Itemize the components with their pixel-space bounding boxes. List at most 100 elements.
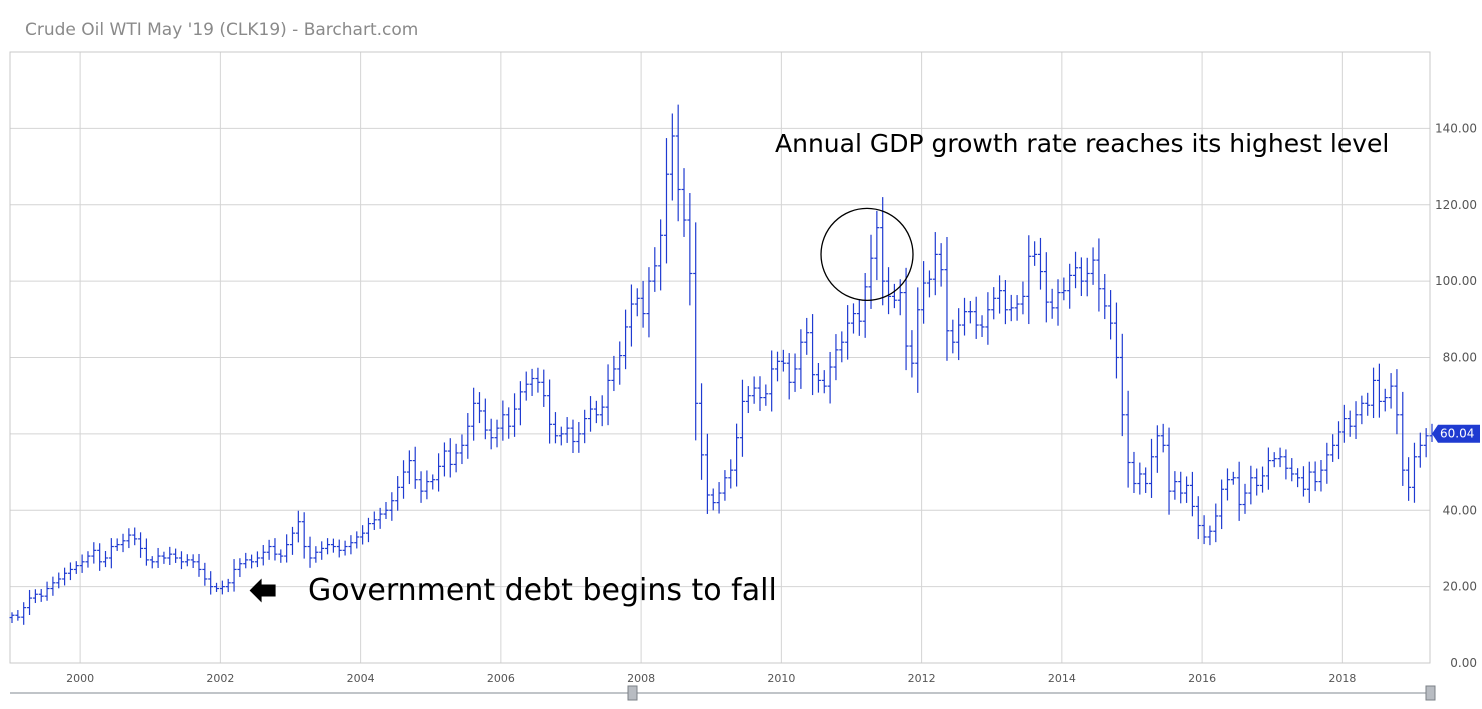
ohlc-bar bbox=[1271, 452, 1277, 468]
ohlc-bar bbox=[915, 287, 921, 393]
ohlc-bar bbox=[1411, 442, 1417, 503]
ohlc-bar bbox=[383, 501, 389, 519]
ohlc-bar bbox=[564, 417, 570, 443]
ohlc-bar bbox=[1102, 273, 1108, 320]
x-gridlines bbox=[79, 52, 1343, 663]
ohlc-bar bbox=[1394, 369, 1400, 435]
ohlc-bar bbox=[1201, 515, 1207, 545]
ohlc-bar bbox=[921, 261, 927, 324]
ohlc-bar bbox=[465, 413, 471, 459]
ohlc-bar bbox=[1043, 252, 1049, 323]
ohlc-bar bbox=[184, 554, 190, 567]
peak-highlight-circle bbox=[820, 207, 914, 302]
ohlc-bar bbox=[50, 576, 56, 596]
ohlc-bar bbox=[529, 368, 535, 396]
ohlc-bar bbox=[1026, 235, 1032, 325]
y-axis-labels: 0.0020.0040.0060.0080.00100.00120.00140.… bbox=[1435, 121, 1477, 670]
ohlc-bar bbox=[886, 267, 892, 315]
ohlc-bar bbox=[284, 534, 290, 563]
ohlc-bar bbox=[1265, 447, 1271, 490]
ohlc-bar bbox=[1178, 471, 1184, 504]
ohlc-bar bbox=[1154, 425, 1160, 473]
x-tick-label: 2016 bbox=[1188, 672, 1216, 685]
ohlc-bar bbox=[1353, 401, 1359, 439]
ohlc-bar bbox=[1406, 457, 1412, 501]
ohlc-bar bbox=[1096, 238, 1102, 312]
ohlc-bar bbox=[1207, 525, 1213, 546]
ohlc-bar bbox=[962, 297, 968, 336]
ohlc-bar bbox=[745, 386, 751, 414]
ohlc-bar bbox=[482, 398, 488, 440]
ohlc-bar bbox=[1055, 279, 1061, 326]
ohlc-bar bbox=[301, 512, 307, 559]
ohlc-bar bbox=[1143, 467, 1149, 493]
ohlc-bar bbox=[354, 531, 360, 549]
ohlc-bar bbox=[739, 379, 745, 457]
ohlc-bar bbox=[418, 471, 424, 503]
ohlc-bar bbox=[821, 370, 827, 394]
ohlc-bar bbox=[588, 396, 594, 432]
ohlc-bar bbox=[646, 267, 652, 338]
ohlc-bar bbox=[710, 488, 716, 511]
y-tick-label: 40.00 bbox=[1443, 503, 1477, 517]
ohlc-bar bbox=[56, 572, 62, 589]
ohlc-bar bbox=[839, 331, 845, 363]
ohlc-bar bbox=[1137, 462, 1143, 495]
ohlc-bar bbox=[1324, 442, 1330, 484]
ohlc-bar bbox=[371, 511, 377, 530]
ohlc-bar bbox=[868, 234, 874, 309]
y-gridlines bbox=[10, 127, 1430, 664]
ohlc-bar bbox=[1254, 468, 1260, 496]
ohlc-bar bbox=[27, 589, 33, 615]
ohlc-bar bbox=[1160, 423, 1166, 453]
ohlc-bar bbox=[517, 381, 523, 426]
ohlc-bar bbox=[97, 543, 103, 571]
ohlc-bar bbox=[1166, 427, 1172, 515]
ohlc-bar bbox=[1073, 251, 1079, 289]
ohlc-bar bbox=[1224, 468, 1230, 501]
ohlc-bar bbox=[932, 232, 938, 296]
ohlc-bar bbox=[289, 526, 295, 555]
ohlc-bar bbox=[874, 210, 880, 281]
ohlc-bar bbox=[44, 581, 50, 601]
y-tick-label: 80.00 bbox=[1443, 351, 1477, 365]
ohlc-bar bbox=[138, 532, 144, 558]
ohlc-bar bbox=[108, 538, 114, 569]
ohlc-bar bbox=[319, 541, 325, 560]
ohlc-bar bbox=[780, 349, 786, 372]
ohlc-bar bbox=[663, 138, 669, 264]
ohlc-bar bbox=[412, 446, 418, 489]
ohlc-bar bbox=[1382, 388, 1388, 412]
ohlc-bar bbox=[178, 551, 184, 570]
time-scroller-handle-left[interactable] bbox=[627, 685, 638, 701]
y-tick-label: 140.00 bbox=[1435, 121, 1477, 135]
ohlc-bar bbox=[938, 243, 944, 287]
time-scroller-handle-right[interactable] bbox=[1425, 685, 1436, 701]
x-tick-label: 2002 bbox=[206, 672, 234, 685]
ohlc-bar bbox=[143, 538, 149, 566]
ohlc-bar bbox=[260, 544, 266, 566]
ohlc-bar bbox=[120, 533, 126, 553]
ohlc-bar bbox=[798, 329, 804, 389]
ohlc-bar bbox=[243, 552, 249, 569]
ohlc-bar bbox=[1008, 294, 1014, 322]
ohlc-bar bbox=[634, 288, 640, 317]
ohlc-bar bbox=[856, 298, 862, 336]
ohlc-bar bbox=[576, 422, 582, 453]
ohlc-bar bbox=[1113, 302, 1119, 379]
ohlc-bar bbox=[775, 351, 781, 382]
price-bars bbox=[9, 104, 1435, 625]
ohlc-bar bbox=[377, 507, 383, 529]
ohlc-bar bbox=[1090, 247, 1096, 285]
ohlc-bar bbox=[126, 528, 132, 549]
ohlc-bar bbox=[1423, 428, 1429, 458]
ohlc-bar bbox=[430, 474, 436, 490]
x-tick-label: 2008 bbox=[627, 672, 655, 685]
ohlc-bar bbox=[547, 379, 553, 444]
ohlc-bar bbox=[815, 363, 821, 393]
y-tick-label: 120.00 bbox=[1435, 198, 1477, 212]
ohlc-bar bbox=[973, 296, 979, 339]
ohlc-bar bbox=[342, 540, 348, 556]
ohlc-bar bbox=[1283, 449, 1289, 480]
